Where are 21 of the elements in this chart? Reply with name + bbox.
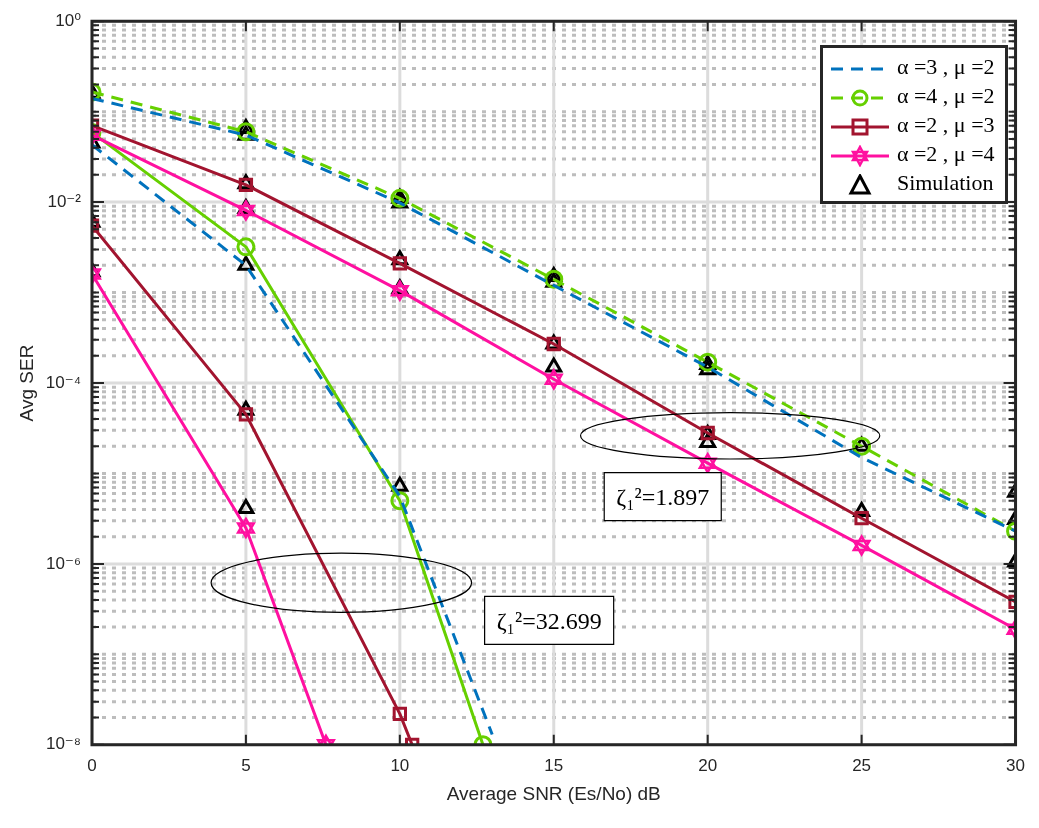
x-tick-label: 0 [87, 755, 97, 775]
annotation: ζ₁²=32.699 [496, 607, 602, 634]
legend-label: Simulation [896, 170, 994, 196]
y-tick-label: 10⁻⁶ [46, 553, 81, 573]
x-tick-label: 10 [390, 755, 410, 775]
y-tick-label: 10⁻² [47, 191, 82, 211]
x-tick-label: 5 [241, 755, 251, 775]
legend-label: α =4 , μ =2 [896, 83, 995, 109]
y-tick-label: 10⁻⁸ [45, 734, 81, 754]
y-axis-title: Avg SER [15, 344, 37, 422]
legend-label: α =2 , μ =3 [896, 112, 995, 138]
legend-label: α =2 , μ =4 [896, 141, 995, 167]
legend-label: α =3 , μ =2 [896, 54, 995, 80]
x-tick-label: 15 [544, 755, 564, 775]
x-tick-label: 25 [852, 755, 872, 775]
x-axis-title: Average SNR (Es/No) dB [446, 782, 661, 804]
x-tick-label: 30 [1006, 755, 1026, 775]
y-tick-label: 10⁰ [55, 10, 82, 30]
y-tick-label: 10⁻⁴ [45, 372, 81, 392]
x-tick-label: 20 [698, 755, 718, 775]
annotation: ζ₁²=1.897 [616, 483, 710, 510]
